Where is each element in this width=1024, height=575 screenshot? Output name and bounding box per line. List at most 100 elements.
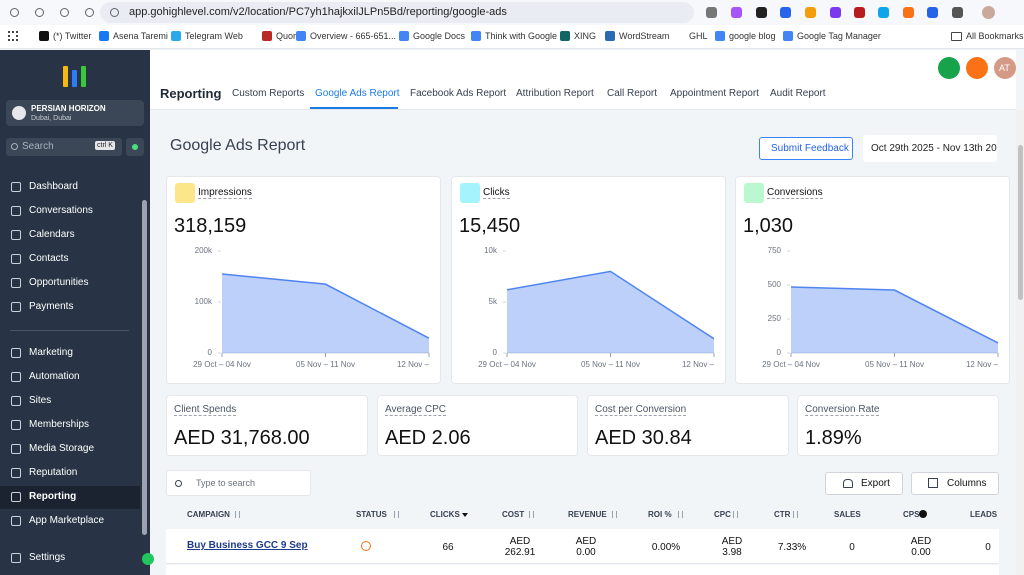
metric-icon xyxy=(460,183,480,203)
export-icon xyxy=(843,479,853,488)
feedback-button[interactable]: Submit Feedback xyxy=(759,137,853,160)
extension-icon[interactable] xyxy=(706,7,717,18)
report-tab[interactable]: Audit Report xyxy=(770,88,826,99)
extension-icon[interactable] xyxy=(952,7,963,18)
chart-title: Conversions xyxy=(767,187,823,199)
account-name: PERSIAN HORIZON xyxy=(31,104,106,113)
nav-item[interactable]: Opportunities xyxy=(29,277,89,288)
bookmark[interactable]: Overview - 665-651... xyxy=(310,31,397,41)
shortcut-key: ctrl K xyxy=(95,141,115,150)
chart-card: Clicks 15,450 0 5k 10k 29 Oct – 04 Nov 05 Nov … xyxy=(451,176,726,384)
nav-item[interactable]: Memberships xyxy=(29,419,90,430)
nav-item[interactable]: Reporting xyxy=(29,491,77,502)
metric-label: Cost per Conversion xyxy=(595,404,687,416)
x-tick-label: 12 Nov – xyxy=(397,360,430,369)
report-tab[interactable]: Attribution Report xyxy=(516,88,594,99)
address-bar[interactable] xyxy=(100,2,694,23)
all-bookmarks[interactable]: All Bookmarks xyxy=(966,31,1024,41)
table-row xyxy=(166,529,999,564)
nav-item[interactable]: Marketing xyxy=(29,347,73,358)
nav-item[interactable]: Calendars xyxy=(29,229,75,240)
extension-icon[interactable] xyxy=(805,7,816,18)
columns-button[interactable]: Columns xyxy=(911,472,999,495)
metric-value: AED 2.06 xyxy=(385,427,471,449)
bookmark[interactable]: google blog xyxy=(729,31,776,41)
column-header[interactable]: ROI % xyxy=(648,510,672,519)
table-cell: AED 0.00 xyxy=(575,536,597,558)
column-header[interactable]: CTR xyxy=(774,510,791,519)
user-avatar[interactable]: AT xyxy=(994,57,1016,79)
columns-icon xyxy=(928,478,938,488)
report-tab[interactable]: Call Report xyxy=(607,88,658,99)
extension-icon[interactable] xyxy=(756,7,767,18)
nav-item[interactable]: Reputation xyxy=(29,467,78,478)
date-range: Oct 29th 2025 - Nov 13th 202 xyxy=(871,143,997,154)
bookmark[interactable]: Google Tag Manager xyxy=(797,31,881,41)
extension-icon[interactable] xyxy=(854,7,865,18)
report-tab[interactable]: Custom Reports xyxy=(232,88,305,99)
sidebar-search[interactable]: Search ctrl K xyxy=(6,138,122,156)
nav-item[interactable]: Payments xyxy=(29,301,74,312)
column-header[interactable]: SALES xyxy=(834,510,861,519)
bookmark[interactable]: XING xyxy=(574,31,597,41)
bookmark[interactable]: Asena Taremi xyxy=(113,31,168,41)
bookmark[interactable]: (*) Twitter xyxy=(53,31,92,41)
table-search[interactable]: Type to search xyxy=(166,470,311,496)
area xyxy=(222,273,429,353)
bookmark[interactable]: Google Docs xyxy=(413,31,466,41)
extension-icon[interactable] xyxy=(878,7,889,18)
column-header[interactable]: CLICKS xyxy=(430,510,460,519)
column-header[interactable]: REVENUE xyxy=(568,510,607,519)
extension-icon[interactable] xyxy=(903,7,914,18)
nav-item[interactable]: Contacts xyxy=(29,253,69,264)
y-tick-label: 0 xyxy=(493,348,498,357)
search-label: Search xyxy=(22,141,54,152)
nav-item[interactable]: Sites xyxy=(29,395,52,406)
nav-icon xyxy=(11,348,21,358)
extension-icon[interactable] xyxy=(731,7,742,18)
nav-item[interactable]: App Marketplace xyxy=(29,515,105,526)
report-tab[interactable]: Appointment Report xyxy=(670,88,759,99)
page-scrollbar xyxy=(1016,110,1024,575)
column-header[interactable]: CPS xyxy=(903,510,920,519)
bookmark[interactable]: Think with Google xyxy=(485,31,558,41)
bookmark[interactable]: Quora xyxy=(276,31,302,41)
y-tick-label: 200k xyxy=(195,246,213,255)
y-tick-label: 10k xyxy=(484,246,498,255)
table-cell: 66 xyxy=(442,541,454,553)
column-header[interactable]: LEADS xyxy=(970,510,998,519)
sort-icon xyxy=(529,511,534,518)
search-icon xyxy=(175,480,182,487)
export-button[interactable]: Export xyxy=(825,472,903,495)
nav-item[interactable]: Conversations xyxy=(29,205,93,216)
bookmark[interactable]: GHL xyxy=(689,31,708,41)
column-header[interactable]: CPC xyxy=(714,510,731,519)
chart-title: Clicks xyxy=(483,187,510,199)
report-tab[interactable]: Google Ads Report xyxy=(315,88,400,99)
campaign-link[interactable]: Buy Business GCC 9 Sep xyxy=(187,540,308,551)
url: app.gohighlevel.com/v2/location/PC7yh1ha… xyxy=(129,6,507,18)
nav-item[interactable]: Settings xyxy=(29,552,66,563)
bookmark[interactable]: Telegram Web xyxy=(185,31,243,41)
nav-item[interactable]: Automation xyxy=(29,371,80,382)
bookmark-icon xyxy=(560,31,570,41)
nav-item[interactable]: Dashboard xyxy=(29,181,78,192)
column-header[interactable]: COST xyxy=(502,510,525,519)
table-cell: 0 xyxy=(849,541,855,553)
metric-icon xyxy=(175,183,195,203)
account-avatar xyxy=(12,106,26,120)
nav-item[interactable]: Media Storage xyxy=(29,443,95,454)
date-range-picker[interactable]: Oct 29th 2025 - Nov 13th 202 xyxy=(863,135,997,162)
report-tab[interactable]: Facebook Ads Report xyxy=(410,88,507,99)
account-switcher[interactable]: PERSIAN HORIZON Dubai, Dubai xyxy=(6,100,144,126)
column-header[interactable]: CAMPAIGN xyxy=(187,510,230,519)
browser-nav-button xyxy=(10,8,19,17)
nav-icon xyxy=(11,492,21,502)
extension-icon[interactable] xyxy=(780,7,791,18)
bookmark[interactable]: WordStream xyxy=(619,31,670,41)
extension-icon[interactable] xyxy=(927,7,938,18)
nav-icon xyxy=(11,420,21,430)
line xyxy=(790,286,999,344)
extension-icon[interactable] xyxy=(830,7,841,18)
metric-label: Conversion Rate xyxy=(805,404,880,416)
